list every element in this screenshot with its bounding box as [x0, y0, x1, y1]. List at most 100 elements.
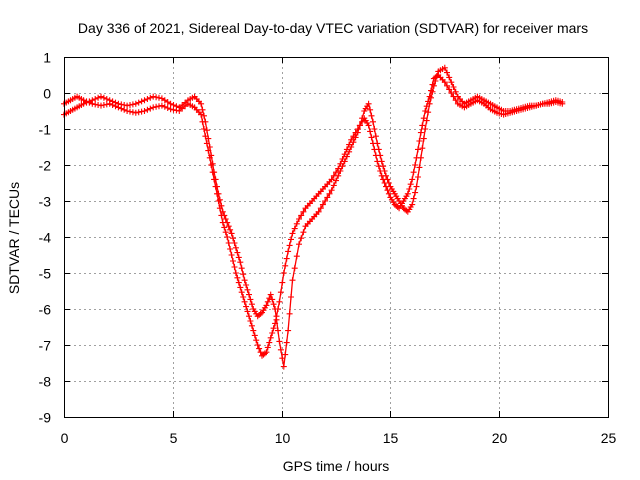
- data-point: [291, 265, 298, 272]
- data-point: [441, 64, 448, 71]
- data-point: [212, 176, 219, 183]
- data-point: [264, 344, 271, 351]
- data-point: [289, 230, 296, 237]
- data-point: [410, 195, 417, 202]
- data-point: [115, 100, 122, 107]
- data-point: [269, 296, 276, 303]
- data-point: [346, 148, 353, 155]
- data-point: [448, 90, 455, 96]
- data-point: [415, 146, 421, 153]
- data-point: [232, 244, 239, 251]
- y-tick-label: -7: [39, 338, 52, 354]
- y-tick-label: -1: [39, 122, 52, 138]
- data-point: [257, 310, 264, 317]
- data-point: [209, 160, 216, 167]
- data-point: [234, 274, 241, 281]
- data-point: [286, 242, 293, 249]
- data-point: [267, 291, 274, 298]
- data-point: [208, 152, 215, 159]
- y-axis-tick-labels: 1 0 -1 -2 -3 -4 -5 -6 -7 -8 -9: [39, 50, 52, 426]
- data-point: [214, 183, 220, 190]
- data-point: [103, 101, 110, 108]
- x-tick-label: 0: [61, 430, 69, 446]
- data-point: [263, 302, 270, 309]
- data-point: [384, 187, 391, 194]
- data-point: [237, 284, 244, 291]
- y-tick-label: -9: [39, 410, 52, 426]
- data-point: [275, 327, 281, 334]
- data-point: [132, 109, 139, 116]
- data-point: [144, 106, 151, 113]
- data-point: [419, 122, 426, 129]
- data-point: [237, 259, 244, 266]
- data-point: [86, 98, 93, 105]
- data-point: [246, 291, 252, 298]
- data-point: [150, 104, 157, 111]
- data-point: [251, 332, 258, 339]
- data-point: [430, 82, 437, 89]
- data-point: [144, 96, 151, 102]
- data-point: [452, 88, 459, 95]
- data-point: [235, 254, 242, 261]
- data-point: [211, 169, 218, 176]
- data-point: [269, 330, 276, 336]
- y-tick-label: -4: [39, 230, 52, 246]
- data-point: [350, 139, 357, 146]
- y-tick-label: -3: [39, 194, 52, 210]
- data-point: [328, 187, 335, 194]
- data-point: [266, 295, 273, 302]
- data-point: [378, 158, 385, 165]
- data-point: [266, 339, 273, 346]
- data-point: [394, 204, 401, 210]
- data-point: [446, 74, 453, 81]
- data-point: [240, 294, 247, 300]
- data-point: [417, 154, 424, 161]
- data-point: [228, 252, 235, 258]
- data-point: [293, 253, 300, 260]
- data-point: [343, 153, 350, 160]
- data-point: [432, 78, 439, 84]
- data-point: [298, 235, 305, 242]
- data-point: [243, 282, 250, 288]
- data-point: [282, 262, 289, 269]
- data-point: [156, 103, 162, 110]
- data-point: [416, 138, 423, 144]
- data-point: [221, 224, 228, 231]
- data-point: [428, 94, 434, 101]
- data-point: [315, 208, 322, 215]
- data-point: [248, 301, 255, 308]
- data-point: [127, 108, 133, 115]
- data-point: [141, 108, 148, 114]
- data-point: [446, 86, 453, 93]
- data-point: [279, 279, 286, 286]
- data-point: [103, 96, 110, 102]
- data-point: [282, 351, 289, 358]
- data-point: [406, 186, 413, 192]
- data-point: [201, 112, 207, 119]
- data-point: [289, 277, 296, 284]
- data-point: [230, 258, 236, 264]
- data-point: [298, 212, 305, 219]
- data-point: [285, 327, 292, 334]
- data-point: [250, 327, 257, 334]
- data-point: [422, 126, 429, 132]
- data-point: [444, 82, 450, 89]
- data-point: [333, 177, 339, 184]
- data-point: [89, 97, 96, 104]
- data-point: [412, 189, 419, 196]
- data-point: [385, 190, 392, 197]
- data-point: [422, 108, 429, 114]
- data-point: [215, 190, 222, 197]
- data-point: [429, 88, 436, 95]
- data-point: [367, 106, 374, 113]
- data-point: [227, 226, 234, 233]
- data-point: [100, 94, 107, 101]
- y-tick-label: -2: [39, 158, 52, 174]
- data-point: [452, 97, 459, 104]
- data-point: [280, 363, 287, 370]
- chart-title: Day 336 of 2021, Sidereal Day-to-day VTE…: [78, 20, 588, 36]
- data-point: [216, 196, 223, 203]
- x-tick-label: 15: [383, 430, 399, 446]
